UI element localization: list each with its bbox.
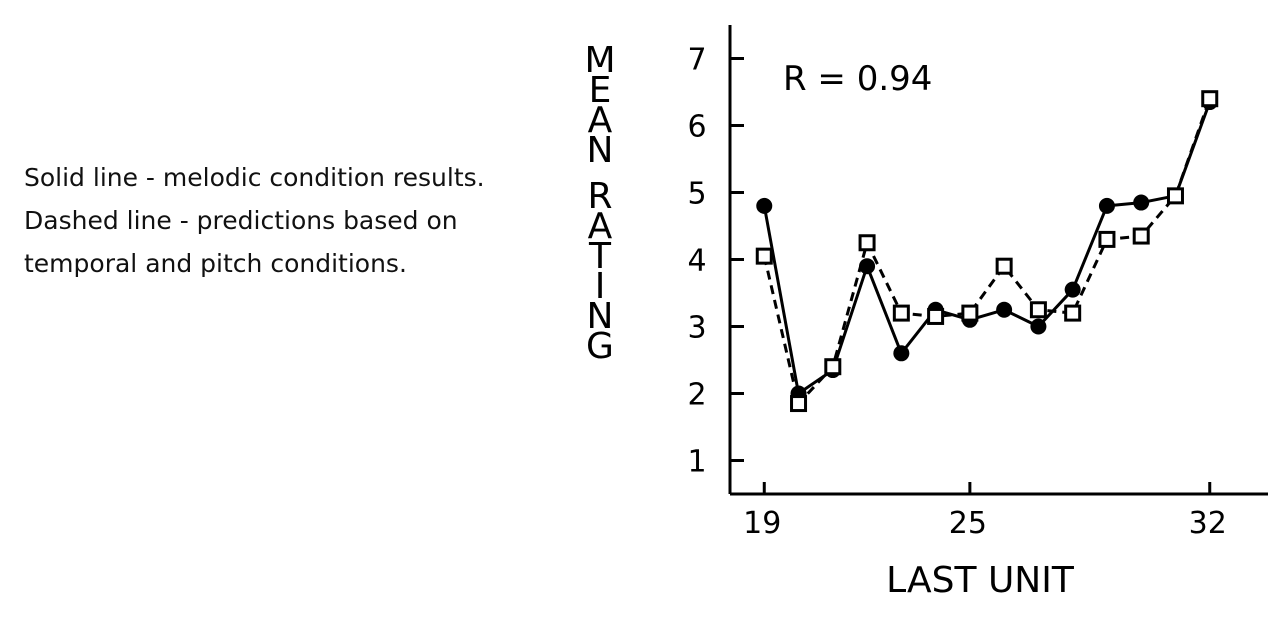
y-axis-title-letter: N: [587, 130, 614, 171]
data-point-open-square: [792, 397, 806, 411]
correlation-annotation: R = 0.94: [783, 59, 932, 99]
data-point-open-square: [1203, 92, 1217, 106]
data-point-filled-circle: [1065, 282, 1081, 298]
data-point-open-square: [1100, 232, 1114, 246]
data-point-filled-circle: [893, 345, 909, 361]
data-point-filled-circle: [1099, 198, 1115, 214]
x-tick-label: 25: [949, 506, 987, 541]
y-tick-label: 6: [687, 110, 706, 145]
data-point-open-square: [894, 306, 908, 320]
y-tick-label: 7: [687, 43, 706, 78]
data-point-open-square: [1134, 229, 1148, 243]
x-tick-label: 19: [743, 506, 781, 541]
data-point-open-square: [929, 309, 943, 323]
data-point-filled-circle: [996, 302, 1012, 318]
data-point-filled-circle: [1133, 195, 1149, 211]
y-tick-label: 2: [687, 378, 706, 413]
data-point-open-square: [1066, 306, 1080, 320]
x-axis-title: LAST UNIT: [886, 560, 1075, 601]
y-ticks: 1 2 3 4 5 6 7: [687, 43, 744, 480]
series-layer: [756, 92, 1217, 411]
x-tick-label: 32: [1189, 506, 1227, 541]
data-point-open-square: [757, 249, 771, 263]
x-ticks: 19 25 32: [743, 482, 1227, 541]
data-point-filled-circle: [1030, 319, 1046, 335]
data-point-open-square: [826, 360, 840, 374]
data-point-filled-circle: [756, 198, 772, 214]
data-point-open-square: [860, 236, 874, 250]
y-tick-label: 4: [687, 244, 706, 279]
dashed-series-line: [764, 99, 1209, 404]
y-tick-label: 1: [687, 445, 706, 480]
data-point-open-square: [997, 259, 1011, 273]
solid-series-line: [764, 102, 1209, 393]
y-tick-label: 5: [687, 177, 706, 212]
data-point-open-square: [1031, 303, 1045, 317]
y-tick-label: 3: [687, 311, 706, 346]
series-solid: [756, 94, 1217, 401]
series-dashed: [757, 92, 1216, 411]
y-axis-title-letter: G: [586, 326, 614, 367]
data-point-open-square: [1168, 189, 1182, 203]
data-point-open-square: [963, 306, 977, 320]
